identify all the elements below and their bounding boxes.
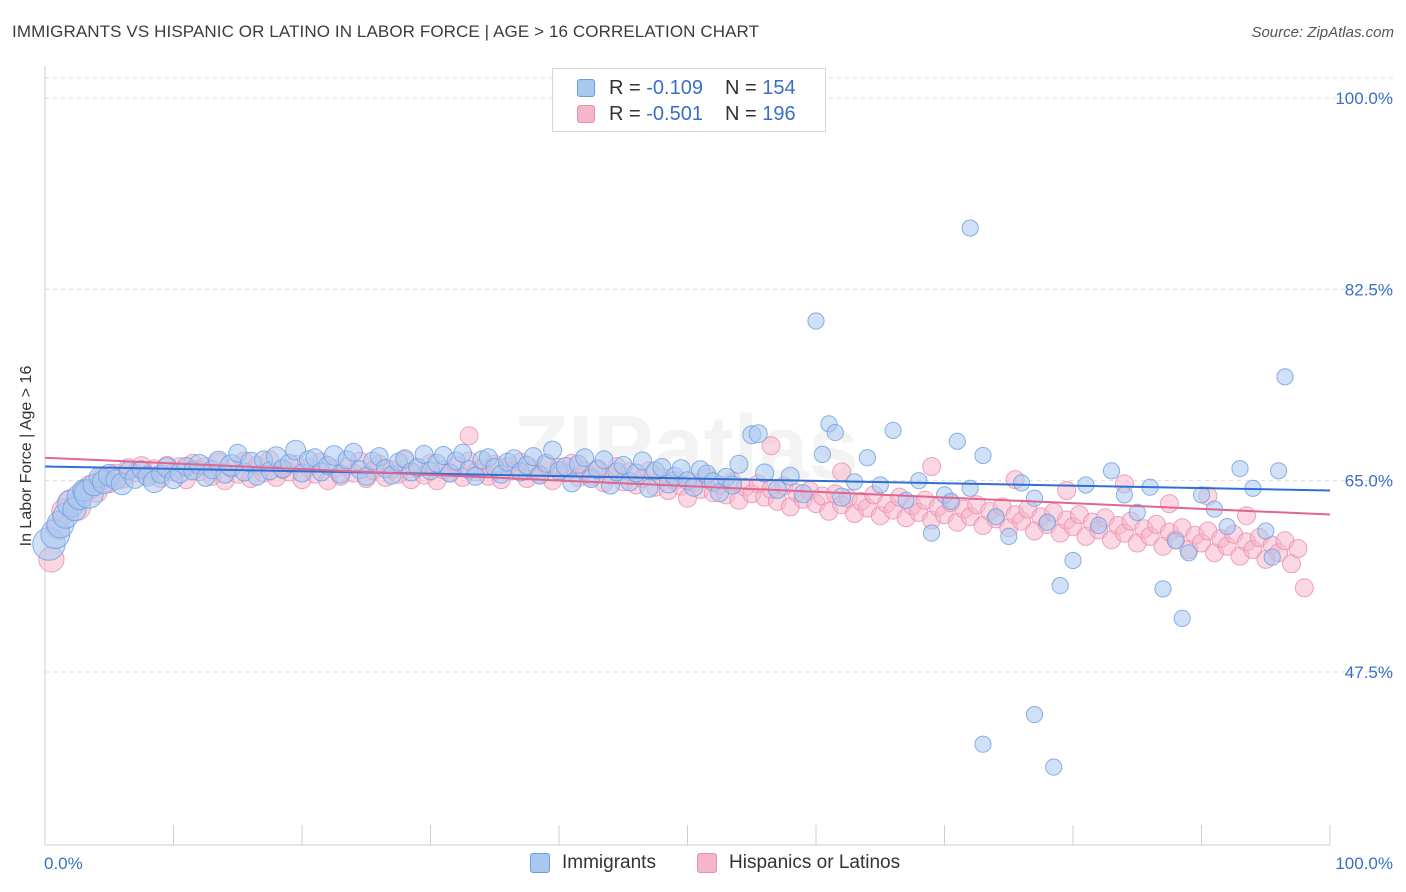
immigrant-point bbox=[1218, 518, 1236, 536]
hispanic-point bbox=[1294, 578, 1314, 598]
immigrant-point bbox=[755, 463, 775, 483]
x-tick-label: 100.0% bbox=[1335, 854, 1393, 873]
immigrant-point bbox=[343, 442, 363, 462]
immigrant-point bbox=[884, 421, 902, 439]
immigrant-point bbox=[1173, 609, 1191, 628]
y-axis-title: In Labor Force | Age > 16 bbox=[18, 365, 35, 547]
immigrant-point bbox=[1064, 551, 1082, 570]
immigrant-point bbox=[1013, 474, 1031, 492]
stats-legend: R = -0.109 N = 154 R = -0.501 N = 196 bbox=[552, 68, 826, 132]
immigrant-point bbox=[562, 473, 582, 493]
series-legend: Immigrants Hispanics or Latinos bbox=[0, 852, 1406, 878]
immigrant-point bbox=[1263, 548, 1281, 566]
immigrant-point bbox=[729, 454, 749, 474]
immigrant-point bbox=[1051, 577, 1069, 595]
immigrant-point bbox=[1045, 758, 1063, 776]
hispanics-swatch bbox=[577, 105, 595, 123]
immigrant-point bbox=[923, 524, 941, 542]
n-label: N = bbox=[724, 102, 757, 125]
immigrant-point bbox=[1128, 503, 1146, 522]
stats-row-hispanics: R = -0.501 N = 196 bbox=[577, 102, 796, 126]
immigrant-point bbox=[1270, 462, 1288, 480]
immigrant-point bbox=[1192, 486, 1211, 504]
immigrant-point bbox=[871, 476, 889, 494]
hispanic-point bbox=[1057, 481, 1077, 500]
immigrant-point bbox=[961, 219, 979, 237]
immigrant-point bbox=[748, 424, 768, 444]
immigrant-point bbox=[639, 478, 659, 498]
immigrant-point bbox=[942, 492, 960, 510]
immigrant-point bbox=[910, 472, 928, 490]
r-label: R = bbox=[609, 102, 641, 125]
immigrants-legend-swatch bbox=[530, 853, 550, 873]
trend-lines bbox=[44, 456, 1331, 516]
immigrant-point bbox=[1257, 522, 1275, 540]
immigrants-swatch bbox=[577, 79, 595, 97]
hispanic-point bbox=[1159, 494, 1179, 514]
immigrant-point bbox=[1025, 489, 1044, 507]
immigrant-point bbox=[974, 446, 992, 465]
immigrant-point bbox=[948, 432, 966, 450]
hispanics-trend-line bbox=[44, 456, 1331, 516]
immigrant-point bbox=[858, 449, 877, 467]
hispanic-point bbox=[1288, 539, 1308, 558]
immigrant-point bbox=[1090, 516, 1108, 535]
immigrant-point bbox=[453, 443, 473, 463]
legend-label: Hispanics or Latinos bbox=[729, 852, 901, 873]
immigrant-point bbox=[575, 448, 595, 468]
immigrant-point bbox=[1102, 462, 1121, 480]
y-tick-label: 65.0% bbox=[1345, 472, 1393, 491]
immigrant-point bbox=[1167, 532, 1185, 550]
r-label: R = bbox=[609, 76, 641, 99]
chart-title: IMMIGRANTS VS HISPANIC OR LATINO IN LABO… bbox=[12, 22, 760, 41]
n-value: 196 bbox=[762, 102, 796, 125]
n-value: 154 bbox=[762, 76, 796, 99]
immigrant-point bbox=[1276, 368, 1294, 386]
y-tick-label: 47.5% bbox=[1345, 663, 1393, 682]
immigrant-point bbox=[594, 450, 614, 470]
immigrant-point bbox=[543, 440, 563, 460]
immigrant-point bbox=[987, 508, 1005, 526]
immigrant-point bbox=[1038, 513, 1056, 531]
immigrant-point bbox=[813, 445, 832, 463]
immigrant-point bbox=[832, 487, 852, 507]
immigrant-point bbox=[826, 424, 844, 442]
immigrant-point bbox=[793, 484, 813, 504]
source-credit: Source: ZipAtlas.com bbox=[1251, 24, 1394, 41]
immigrant-point bbox=[723, 475, 742, 495]
immigrant-point bbox=[1000, 527, 1018, 546]
immigrant-point bbox=[1025, 706, 1044, 724]
n-label: N = bbox=[724, 76, 757, 99]
immigrant-point bbox=[1231, 460, 1249, 478]
immigrant-point bbox=[961, 479, 979, 497]
hispanic-point bbox=[459, 426, 479, 446]
gridlines bbox=[45, 77, 1395, 673]
immigrant-point bbox=[1154, 580, 1172, 598]
hispanic-point bbox=[761, 436, 781, 456]
axes bbox=[44, 66, 1331, 846]
immigrant-point bbox=[633, 451, 652, 471]
immigrant-point bbox=[807, 312, 825, 330]
legend-item-hispanics[interactable]: Hispanics or Latinos bbox=[697, 852, 900, 874]
y-tick-label: 82.5% bbox=[1345, 280, 1393, 299]
tick-labels: 47.5% 65.0% 82.5% 100.0% 0.0% 100.0% bbox=[44, 89, 1393, 873]
immigrants-points bbox=[32, 219, 1294, 776]
legend-label: Immigrants bbox=[562, 852, 656, 873]
immigrants-trend-line bbox=[44, 465, 1331, 492]
immigrant-point bbox=[780, 466, 800, 486]
x-tick-label: 0.0% bbox=[44, 854, 83, 873]
hispanic-point bbox=[1237, 506, 1256, 526]
hispanics-legend-swatch bbox=[697, 853, 717, 873]
immigrant-point bbox=[1115, 486, 1134, 504]
y-tick-label: 100.0% bbox=[1335, 89, 1393, 108]
r-value: -0.501 bbox=[646, 102, 703, 125]
immigrant-point bbox=[974, 735, 992, 753]
stats-row-immigrants: R = -0.109 N = 154 bbox=[577, 76, 796, 100]
hispanic-point bbox=[922, 457, 942, 476]
r-value: -0.109 bbox=[646, 76, 703, 99]
legend-item-immigrants[interactable]: Immigrants bbox=[530, 852, 656, 874]
immigrant-point bbox=[1180, 544, 1198, 562]
